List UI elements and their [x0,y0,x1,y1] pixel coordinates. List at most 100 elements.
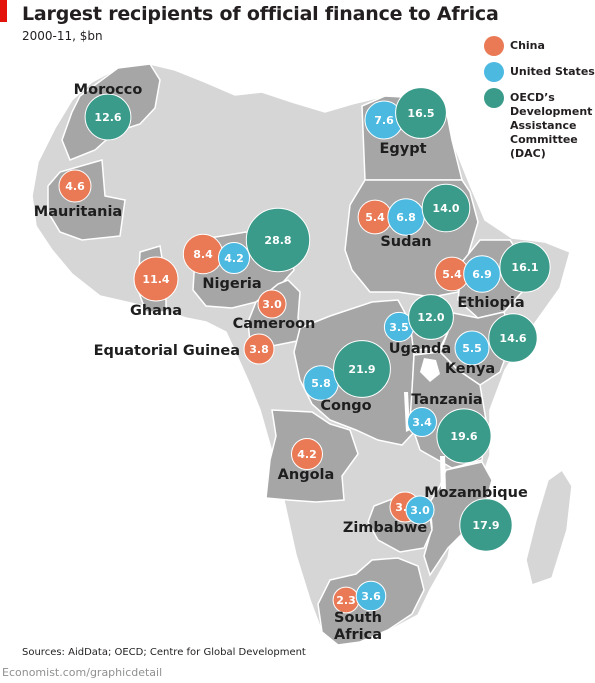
bubble-value: 3.0 [262,298,282,311]
bubble-china: 11.4 [133,256,179,302]
country-label-south-africa: South Africa [334,610,382,643]
bubble-value: 2.3 [336,594,356,607]
country-label-congo: Congo [320,398,371,414]
bubble-value: 21.9 [348,363,375,376]
bubble-circle [459,498,513,552]
bubble-value: 3.4 [412,416,432,429]
country-label-angola: Angola [278,467,335,483]
bubble-circle [355,580,387,612]
bubble-dac: 28.8 [245,207,311,273]
bubble-value: 3.8 [249,343,269,356]
bubble-us: 3.4 [407,407,437,437]
bubble-circle [133,256,179,302]
bubble-dac: 21.9 [333,340,391,398]
bubble-circle [58,169,92,203]
legend-item-china: China [484,36,595,56]
country-label-nigeria: Nigeria [202,276,261,292]
bubble-circle [395,87,447,139]
bubble-value: 6.9 [472,268,492,281]
bubble-dac: 19.6 [436,408,492,464]
legend-label-dac: OECD’s Development Assistance Committee … [510,91,593,160]
bubble-us: 3.5 [383,311,415,343]
bubble-value: 11.4 [142,273,169,286]
country-label-mozambique: Mozambique [424,485,528,501]
country-label-ghana: Ghana [130,303,182,319]
bubble-china: 8.4 [182,233,224,275]
bubble-china: 3.0 [257,289,287,319]
footer-url: Economist.com/graphicdetail [2,666,163,679]
bubble-value: 17.9 [472,519,499,532]
bubble-circle [245,207,311,273]
bubble-circle [407,407,437,437]
bubble-circle [408,294,454,340]
bubble-us: 6.8 [387,198,425,236]
madagascar [525,468,573,586]
bubble-dac: 16.5 [395,87,447,139]
bubble-us: 6.9 [463,255,501,293]
bubble-dac: 14.0 [421,183,471,233]
bubble-circle [243,333,275,365]
country-label-layer: Morocco Mauritania Egypt Sudan Nigeria Ghana C… [34,82,528,643]
legend-dot-china [484,36,504,56]
country-label-sudan: Sudan [380,234,431,250]
bubble-circle [499,241,551,293]
bubble-dac: 12.6 [84,93,132,141]
country-label-zimbabwe: Zimbabwe [343,520,428,536]
bubble-us: 3.6 [355,580,387,612]
legend-dot-dac [484,88,504,108]
bubble-circle [333,340,391,398]
country-label-kenya: Kenya [445,361,495,377]
bubble-value: 16.5 [407,107,434,120]
bubble-china: 4.6 [58,169,92,203]
bubble-circle [463,255,501,293]
chart-title: Largest recipients of official finance t… [22,3,499,25]
legend-item-us: United States [484,62,595,82]
bubble-value: 4.2 [224,252,244,265]
lake-victoria [420,358,440,382]
chart-subtitle: 2000-11, $bn [22,29,103,43]
bubble-dac: 12.0 [408,294,454,340]
bubble-circle [84,93,132,141]
mozambique-shape [423,461,493,577]
bubble-circle [291,438,323,470]
bubble-value: 19.6 [450,430,477,443]
bubble-layer: 12.6 4.6 7.6 16.5 5.4 6.8 14.0 8.4 4.2 28.8 11.4 3.… [58,87,551,614]
legend-label-us: United States [510,65,595,78]
bubble-value: 12.6 [94,111,121,124]
bubble-value: 14.6 [499,332,526,345]
bubble-value: 16.1 [511,261,538,274]
bubble-china: 5.4 [357,199,393,235]
bubble-value: 28.8 [264,234,291,247]
bubble-us: 3.0 [405,495,435,525]
bubble-value: 4.6 [65,180,85,193]
bubble-china: 3.8 [243,333,275,365]
country-label-equatorial-guinea: Equatorial Guinea [94,343,240,359]
bubble-us: 5.8 [303,365,339,401]
lake-malawi [440,456,446,490]
bubble-circle [454,330,490,366]
country-label-tanzania: Tanzania [411,392,482,408]
bubble-value: 14.0 [432,202,459,215]
bubble-circle [218,242,250,274]
legend-label-china: China [510,39,545,52]
bubble-value: 3.6 [361,590,381,603]
bubble-value: 3.5 [389,321,409,334]
bubble-value: 12.0 [417,311,444,324]
bubble-us: 4.2 [218,242,250,274]
legend-dot-us [484,62,504,82]
source-note: Sources: AidData; OECD; Centre for Globa… [22,647,306,658]
bubble-value: 4.2 [297,448,317,461]
bubble-circle [436,408,492,464]
bubble-value: 3.0 [410,504,430,517]
bubble-dac: 16.1 [499,241,551,293]
bubble-circle [488,313,538,363]
country-label-uganda: Uganda [389,341,451,357]
bubble-value: 5.5 [462,342,482,355]
country-label-egypt: Egypt [379,141,426,157]
bubble-circle [257,289,287,319]
bubble-us: 5.5 [454,330,490,366]
bubble-china: 2.3 [332,586,360,614]
bubble-value: 5.4 [442,268,462,281]
country-label-cameroon: Cameroon [233,316,316,332]
